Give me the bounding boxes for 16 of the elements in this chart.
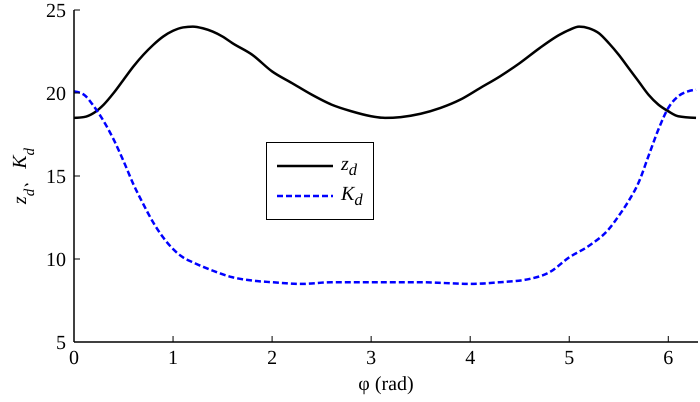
x-tick-label: 3 (366, 347, 376, 370)
y-tick-label: 20 (46, 83, 66, 106)
y-tick-label: 5 (56, 332, 66, 354)
x-axis-title: φ (rad) (358, 373, 414, 395)
x-tick-label: 0 (69, 347, 79, 370)
x-tick-label: 5 (564, 347, 574, 370)
x-tick-label: 4 (465, 347, 476, 370)
y-tick-label: 10 (46, 249, 66, 272)
legend-label: z$_{d}$ (341, 152, 358, 180)
x-tick-label: 1 (168, 347, 178, 370)
x-tick-label: 2 (267, 347, 278, 370)
line-series (74, 88, 698, 286)
x-tick-label: 6 (663, 347, 674, 370)
y-tick-label: 15 (46, 166, 66, 188)
y-tick-label: 25 (46, 0, 66, 22)
legend-label: K$_{d}$ (341, 182, 363, 210)
